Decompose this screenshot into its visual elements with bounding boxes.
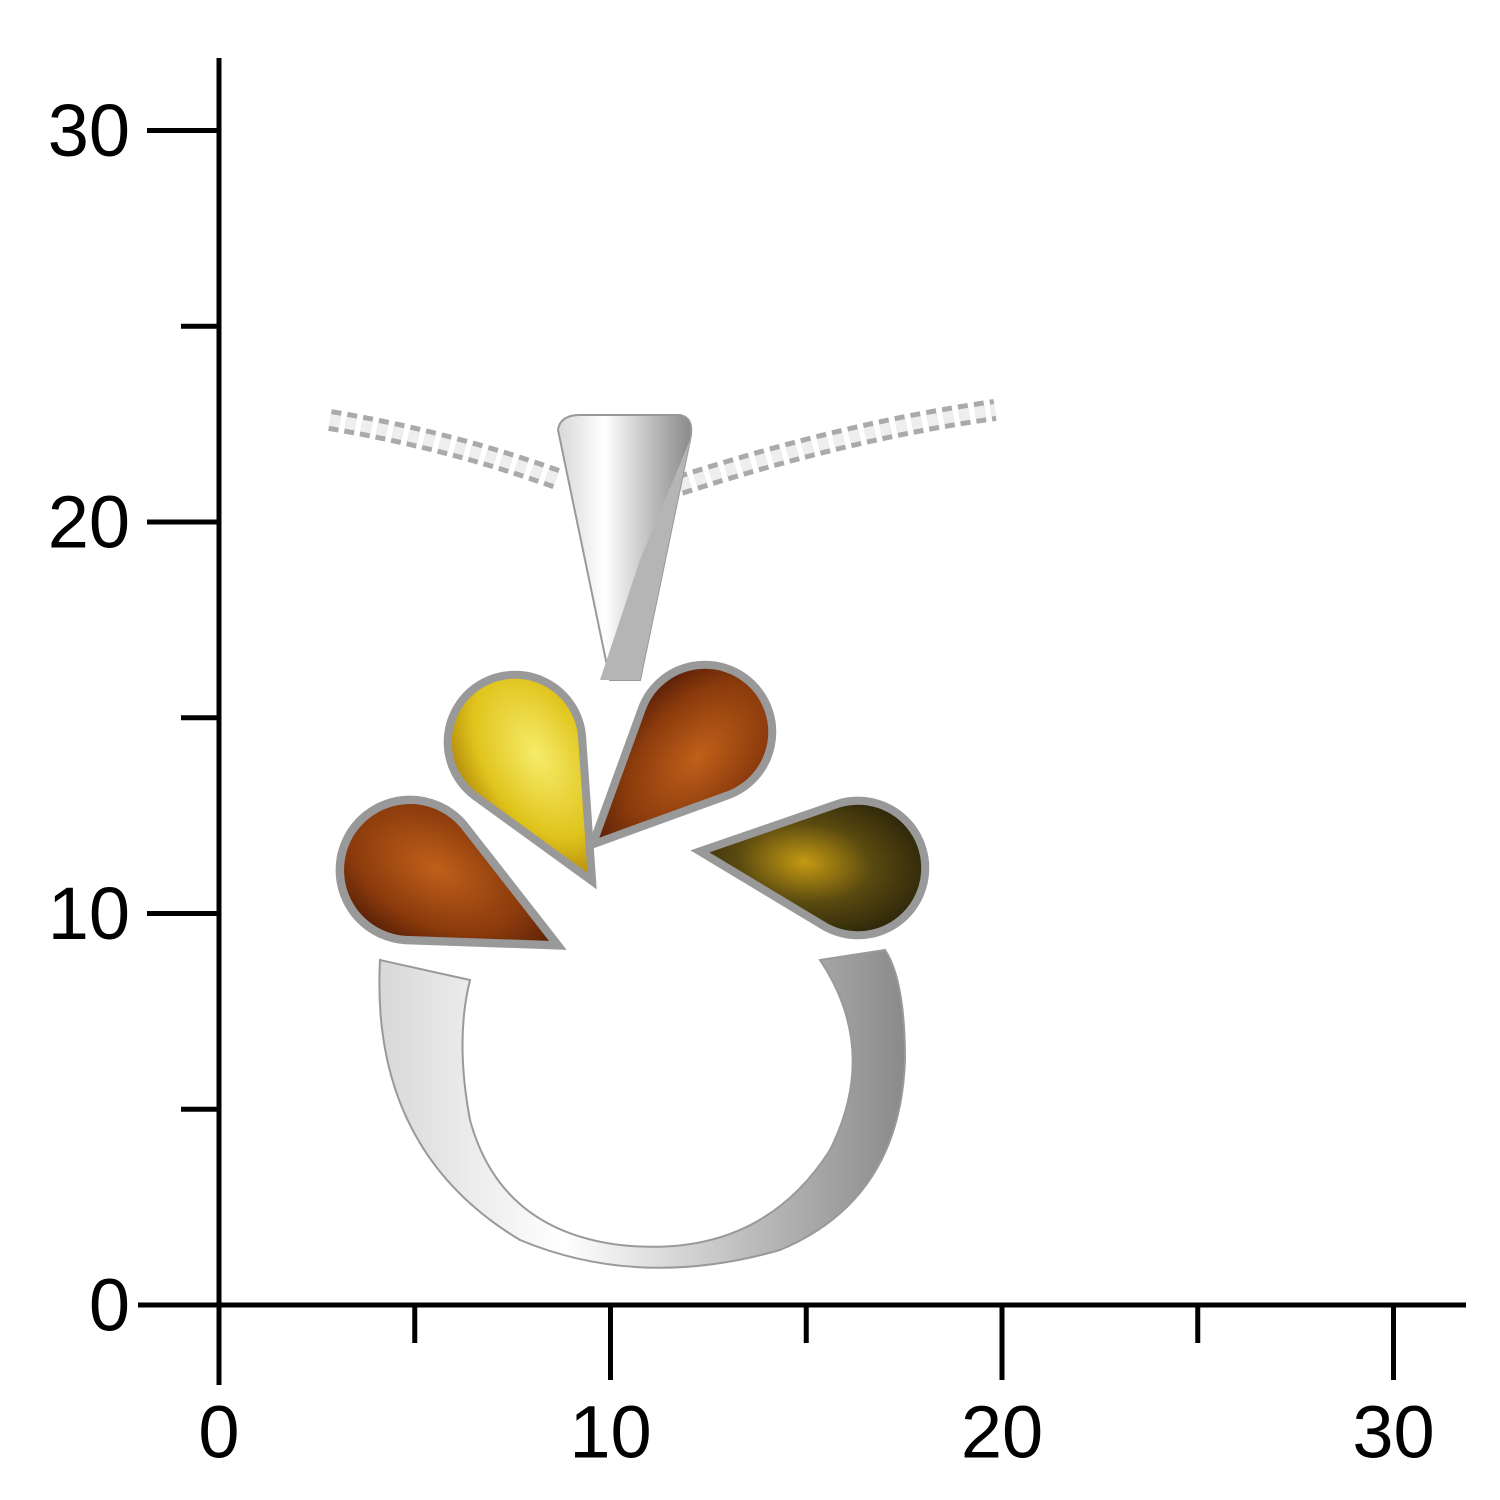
- bail-shade: [600, 440, 690, 680]
- bail: [556, 414, 693, 681]
- x-tick-label: 20: [961, 1391, 1043, 1474]
- y-tick-label: 10: [48, 872, 130, 955]
- x-tick-label: 10: [569, 1391, 651, 1474]
- ring: [378, 948, 907, 1269]
- stone-green: [703, 789, 928, 937]
- pendant-photo: [321, 399, 997, 1269]
- y-tick-label: 20: [48, 481, 130, 564]
- chain: [329, 414, 563, 486]
- x-tick-label: 30: [1352, 1391, 1434, 1474]
- y-tick-label: 30: [48, 89, 130, 172]
- y-tick-label: 0: [89, 1264, 130, 1347]
- x-tick-label: 0: [198, 1391, 239, 1474]
